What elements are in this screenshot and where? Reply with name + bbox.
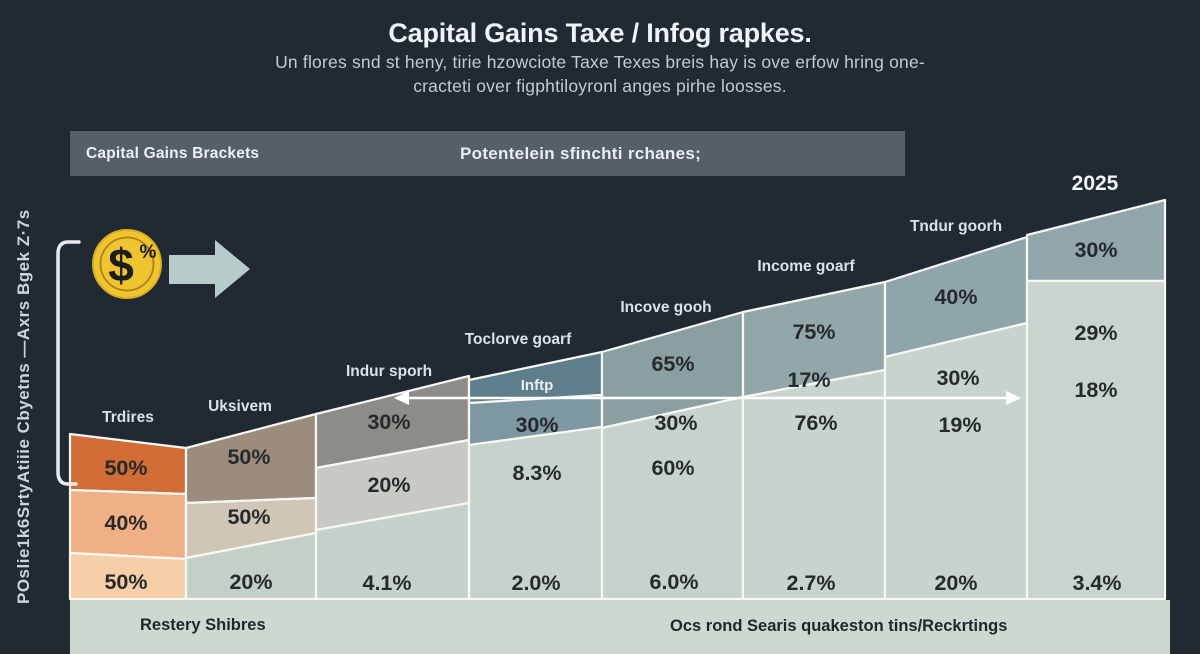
- bracket-icon: [56, 240, 81, 486]
- right-arrow-icon: [169, 240, 250, 298]
- column-4-value-label-4: 2.0%: [511, 571, 560, 595]
- column-8-segment-2: [1025, 279, 1167, 601]
- column-8-value-label-2: 29%: [1074, 321, 1117, 345]
- column-3-value-label-1: 30%: [367, 410, 410, 434]
- percent-symbol: %: [140, 242, 157, 263]
- column-1-value-label-2: 40%: [104, 511, 147, 535]
- footer-bar: Restery Shibres Ocs rond Searis quakesto…: [70, 600, 1170, 654]
- column-1-value-label-3: 50%: [104, 570, 147, 594]
- column-3-value-label-2: 20%: [367, 473, 410, 497]
- column-4-value-label-2: 30%: [515, 413, 558, 437]
- column-5-value-label-1: 65%: [651, 352, 694, 376]
- column-1-value-label-1: 50%: [104, 456, 147, 480]
- column-7-value-label-4: 20%: [934, 571, 977, 595]
- column-5-value-label-2: 30%: [654, 411, 697, 435]
- column-4-value-label-1: Inftp: [521, 377, 553, 394]
- column-2-value-label-2: 50%: [227, 505, 270, 529]
- column-1-header: Trdires: [102, 409, 154, 426]
- column-6-value-label-4: 2.7%: [786, 571, 835, 595]
- header-bar-left-label: Capital Gains Brackets: [86, 145, 260, 162]
- column-4-value-label-3: 8.3%: [512, 461, 561, 485]
- column-6-segment-2: [741, 368, 887, 601]
- year-label: 2025: [1071, 172, 1119, 195]
- header-bar-right-label: Potentelein sfinchti rchanes;: [460, 144, 702, 163]
- column-7-value-label-3: 19%: [938, 413, 981, 437]
- dollar-coin-ring: [99, 236, 155, 292]
- column-6-header: Income goarf: [757, 258, 855, 275]
- range-arrow-right-head-icon: [1006, 391, 1021, 405]
- column-8-value-label-4: 3.4%: [1072, 571, 1121, 595]
- dollar-symbol: $: [108, 239, 134, 291]
- page-title: Capital Gains Taxe / Infog rapkes.: [388, 18, 812, 48]
- column-7-value-label-2: 30%: [936, 366, 979, 390]
- column-6-value-label-1: 75%: [792, 320, 835, 344]
- column-3-value-label-3: 4.1%: [362, 571, 411, 595]
- section-header-bar: Capital Gains Brackets Potentelein sfinc…: [70, 131, 905, 176]
- column-5-value-label-3: 60%: [651, 456, 694, 480]
- column-4-header: Toclorve goarf: [465, 331, 572, 348]
- column-8-value-label-3: 18%: [1074, 378, 1117, 402]
- column-6-value-label-2: 17%: [787, 368, 830, 392]
- column-6-value-label-3: 76%: [794, 411, 837, 435]
- column-7-header: Tndur goorh: [910, 218, 1002, 235]
- dollar-coin-icon: [92, 229, 162, 299]
- column-8-value-label-1: 30%: [1074, 238, 1117, 262]
- column-2-value-label-1: 50%: [227, 445, 270, 469]
- range-arrow-left-head-icon: [394, 391, 409, 405]
- column-5-header: Incove gooh: [620, 299, 711, 316]
- subtitle-line-1: Un flores snd st heny, tirie hzowciote T…: [275, 52, 925, 72]
- column-5-value-label-4: 6.0%: [649, 570, 698, 594]
- column-2-value-label-3: 20%: [229, 570, 272, 594]
- column-7-segment-2: [883, 321, 1029, 601]
- column-7-value-label-1: 40%: [934, 285, 977, 309]
- footer-left-label: Restery Shibres: [140, 616, 266, 634]
- column-2-header: Uksivem: [208, 398, 272, 415]
- footer-center-label: Ocs rond Searis quakeston tins/Reckrting…: [670, 617, 1008, 635]
- column-3-header: Indur sporh: [346, 363, 432, 380]
- subtitle-line-2: cracteti over figphtiloyronl anges pirhe…: [413, 76, 787, 96]
